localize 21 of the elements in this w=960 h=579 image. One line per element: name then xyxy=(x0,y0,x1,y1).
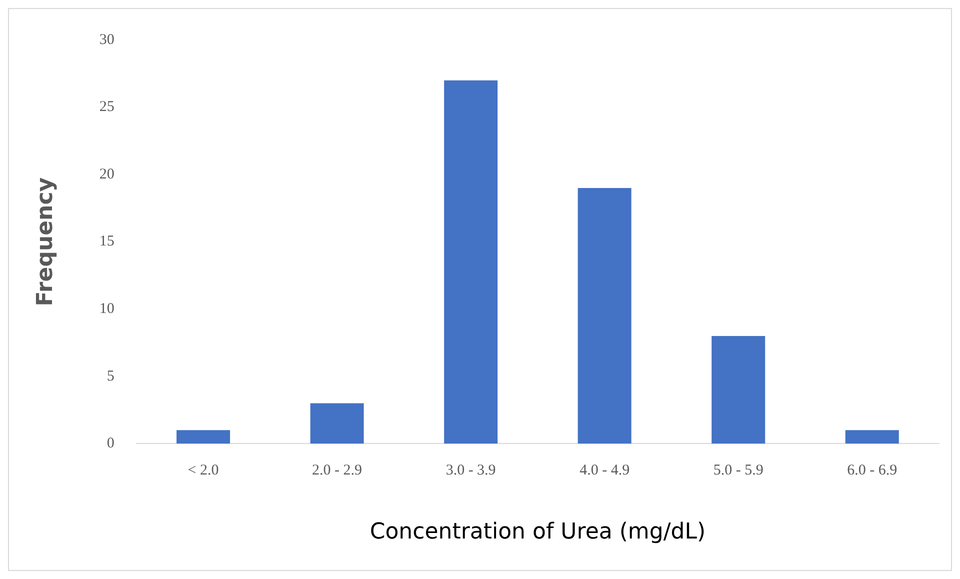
x-tick-label: 2.0 - 2.9 xyxy=(312,462,362,479)
y-tick-label: 5 xyxy=(106,368,114,384)
bar xyxy=(444,80,498,444)
y-tick-label: 20 xyxy=(99,166,114,182)
bar xyxy=(712,336,766,444)
x-tick-label: 5.0 - 5.9 xyxy=(713,462,764,479)
x-tick-label: 4.0 - 4.9 xyxy=(580,462,630,479)
bar xyxy=(845,430,899,444)
y-tick-label: 30 xyxy=(99,32,114,48)
y-axis-title: Frequency xyxy=(32,177,58,306)
x-axis-title: Concentration of Urea (mg/dL) xyxy=(370,520,706,545)
x-tick-label: 6.0 - 6.9 xyxy=(847,462,898,479)
y-tick-label: 0 xyxy=(106,436,114,452)
bar xyxy=(578,188,632,444)
x-tick-label: < 2.0 xyxy=(188,462,219,479)
y-tick-label: 25 xyxy=(99,99,114,116)
y-tick-label: 15 xyxy=(99,234,114,250)
y-tick-label: 10 xyxy=(99,301,114,318)
bar xyxy=(310,403,364,444)
bar xyxy=(176,430,230,444)
x-tick-label: 3.0 - 3.9 xyxy=(446,462,496,479)
